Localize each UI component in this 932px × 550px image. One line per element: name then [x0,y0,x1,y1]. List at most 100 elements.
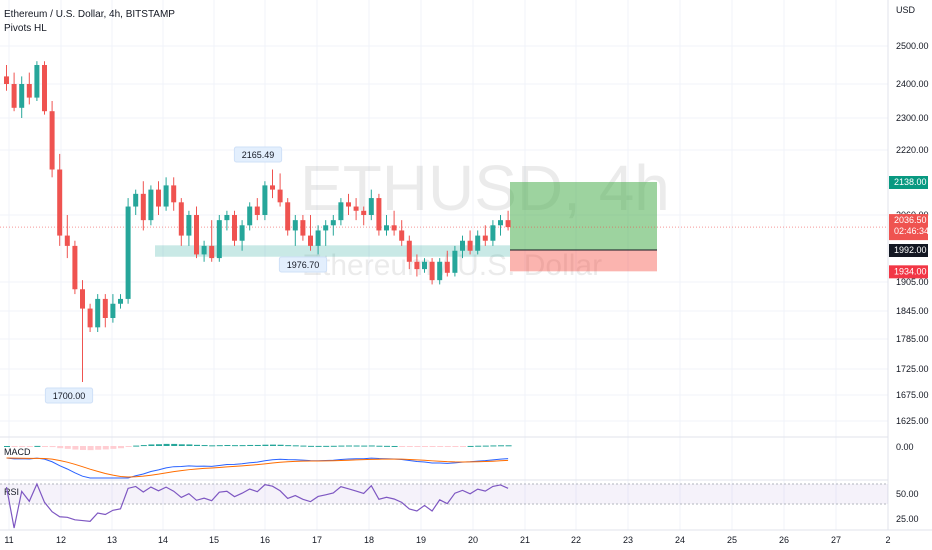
candle-body [156,189,161,207]
date-tick-label: 2 [885,535,890,545]
macd-histogram-bar [482,445,489,447]
candle-body [239,225,245,241]
macd-histogram-bar [80,446,86,450]
date-tick-label: 19 [416,535,426,545]
stop-price-badge-bg [889,265,928,279]
candle-body [422,261,427,270]
current-price-badge-bg [889,214,928,241]
pivot-low2-label-box [278,256,328,273]
macd-histogram-bar [308,445,314,447]
profit-zone [510,182,657,250]
macd-histogram-bar [384,445,390,447]
candle-body [26,84,32,98]
time-axis[interactable]: 11 12 13 14 15 16 17 18 19 20 21 22 23 24 25 26 27 2 [4,535,890,545]
macd-histogram-bar [323,445,330,447]
indicator-label[interactable]: Pivots HL [4,23,47,34]
rsi-line [5,482,509,529]
candle-body [368,198,374,215]
currency-label: USD [896,5,916,15]
date-tick-label: 22 [571,535,581,545]
candle-body [285,202,291,231]
macd-histogram-bar [239,445,246,447]
candle-body [72,245,78,290]
price-tick-label: 1625.00 [896,416,929,426]
macd-histogram-bar [361,445,368,447]
date-tick-label: 27 [831,535,841,545]
candle-body [118,298,123,304]
date-tick-label: 15 [209,535,219,545]
candle-body [460,240,465,251]
macd-histogram-bar [148,444,155,446]
date-tick-label: 24 [675,535,685,545]
candle-body [475,235,481,251]
candle-body [338,202,344,221]
macd-histogram-bar [270,444,276,446]
date-tick-label: 18 [364,535,374,545]
macd-pane[interactable]: MACD 0.00 [4,442,914,479]
macd-histogram-bar [125,446,132,447]
macd-histogram-bar [505,445,512,447]
macd-histogram-bar [422,446,428,447]
date-tick-label: 11 [4,535,13,545]
pivot-labels: 1700.00 2165.49 1976.70 [44,146,328,404]
candle-body [19,84,25,108]
candle-body [315,230,321,246]
candle-body [437,261,443,281]
pivot-low-label-box [44,387,94,404]
candle-body [346,202,351,207]
candle-body [110,303,116,318]
price-tick-label: 2220.00 [896,145,929,155]
macd-histogram-bar [346,445,352,447]
macd-histogram-bar [467,445,474,447]
target-price-badge: 2138.00 [894,177,927,187]
macd-histogram-bar [406,446,413,447]
candle-body [186,215,192,236]
macd-histogram-bar [475,445,482,447]
macd-histogram-bar [414,446,421,447]
macd-histogram-bar [34,445,41,447]
rsi-label: RSI [4,487,19,497]
macd-histogram-bar [338,445,345,447]
macd-histogram-bar [140,445,147,447]
macd-histogram-bar [368,445,375,447]
macd-histogram-bar [4,446,10,447]
macd-line [6,457,509,479]
date-tick-label: 17 [312,535,322,545]
price-tick-label: 2500.00 [896,41,929,51]
current-price-badge: 02:46:34 [894,226,929,236]
macd-histogram-bar [209,445,216,447]
pivot-low2-label: 1976.70 [287,260,320,270]
candle-body [232,215,237,241]
macd-histogram-bar [95,446,102,450]
price-tick-label: 1845.00 [896,306,929,316]
candle-body [292,220,298,231]
date-tick-label: 23 [623,535,633,545]
date-tick-label: 14 [158,535,168,545]
macd-histogram-bar [171,443,178,446]
rsi-pane[interactable]: RSI 50.00 25.00 [0,482,919,529]
macd-histogram-bar [353,445,360,447]
candle-body [49,111,55,170]
macd-histogram-bar [216,445,223,447]
price-axis[interactable]: USD2500.002400.002300.002220.002060.0019… [889,5,929,426]
candle-body [300,220,306,236]
candle-body [323,225,329,231]
macd-histogram-bar [42,446,48,447]
candle-body [391,225,397,231]
macd-histogram-bar [224,445,231,447]
candle-body [148,189,154,221]
macd-histogram-bar [460,446,466,447]
candle-body [330,220,336,226]
macd-histogram-bar [232,445,238,447]
macd-histogram-bar [110,446,117,449]
position-zones [0,182,888,272]
candle-body [194,215,199,255]
support-zone [155,245,510,257]
entry-price-badge-bg [889,244,928,257]
candle-body [34,65,40,98]
date-tick-label: 21 [520,535,530,545]
price-tick-label: 1785.00 [896,334,929,344]
grid-lines [0,0,932,531]
loss-zone [510,250,657,272]
